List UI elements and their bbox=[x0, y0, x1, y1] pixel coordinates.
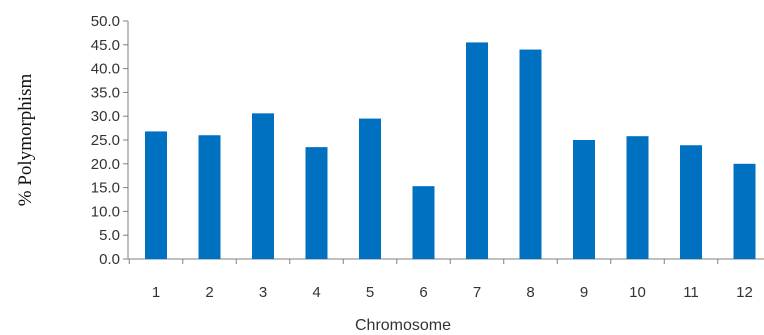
y-tick-label: 10.0 bbox=[91, 203, 120, 220]
bar-chromosome-12 bbox=[733, 163, 756, 259]
y-tick-label: 25.0 bbox=[91, 132, 120, 149]
y-tick-label: 5.0 bbox=[99, 227, 120, 244]
y-tick-labels: 0.0 5.0 10.0 15.0 20.0 25.0 30.0 35.0 40.0 45.0 50… bbox=[91, 13, 120, 268]
x-tick-label: 3 bbox=[259, 284, 267, 301]
bars bbox=[145, 42, 756, 260]
y-axis-title: % Polymorphism bbox=[15, 74, 36, 207]
bar-chromosome-2 bbox=[198, 135, 221, 259]
bar-chromosome-8 bbox=[519, 49, 542, 260]
bar-chromosome-11 bbox=[680, 145, 702, 259]
x-tick-label: 6 bbox=[419, 284, 427, 301]
y-tick-label: 15.0 bbox=[91, 180, 120, 197]
bar-chromosome-3 bbox=[252, 113, 274, 260]
x-tick-label: 8 bbox=[526, 284, 534, 301]
x-tick-label: 9 bbox=[580, 284, 588, 301]
x-tick-label: 1 bbox=[152, 284, 160, 301]
x-tick-label: 10 bbox=[629, 284, 646, 301]
y-tick-label: 20.0 bbox=[91, 156, 120, 173]
x-tick-label: 4 bbox=[312, 284, 320, 301]
x-tick-label: 11 bbox=[683, 284, 699, 301]
y-tick-label: 0.0 bbox=[99, 251, 120, 268]
x-axis-title: Chromosome bbox=[355, 317, 451, 334]
bar-chromosome-1 bbox=[145, 131, 167, 259]
x-tick-label: 7 bbox=[473, 284, 481, 301]
y-tick-label: 35.0 bbox=[91, 84, 120, 101]
bar-chromosome-10 bbox=[626, 136, 649, 259]
x-axis bbox=[128, 258, 764, 264]
y-tick-label: 40.0 bbox=[91, 61, 120, 78]
y-axis bbox=[123, 20, 129, 260]
bar-chromosome-5 bbox=[359, 118, 381, 259]
x-tick-labels: 1 2 3 4 5 6 7 8 9 10 11 12 bbox=[152, 284, 753, 301]
bar-chromosome-4 bbox=[305, 147, 328, 259]
x-tick-label: 12 bbox=[736, 284, 753, 301]
bar-chromosome-6 bbox=[412, 186, 435, 259]
y-tick-label: 30.0 bbox=[91, 108, 120, 125]
y-tick-label: 45.0 bbox=[91, 37, 120, 54]
x-tick-label: 2 bbox=[205, 284, 213, 301]
y-tick-label: 50.0 bbox=[91, 13, 120, 30]
bar-chromosome-7 bbox=[466, 42, 488, 259]
bar-chromosome-9 bbox=[573, 140, 595, 259]
x-tick-label: 5 bbox=[366, 284, 374, 301]
